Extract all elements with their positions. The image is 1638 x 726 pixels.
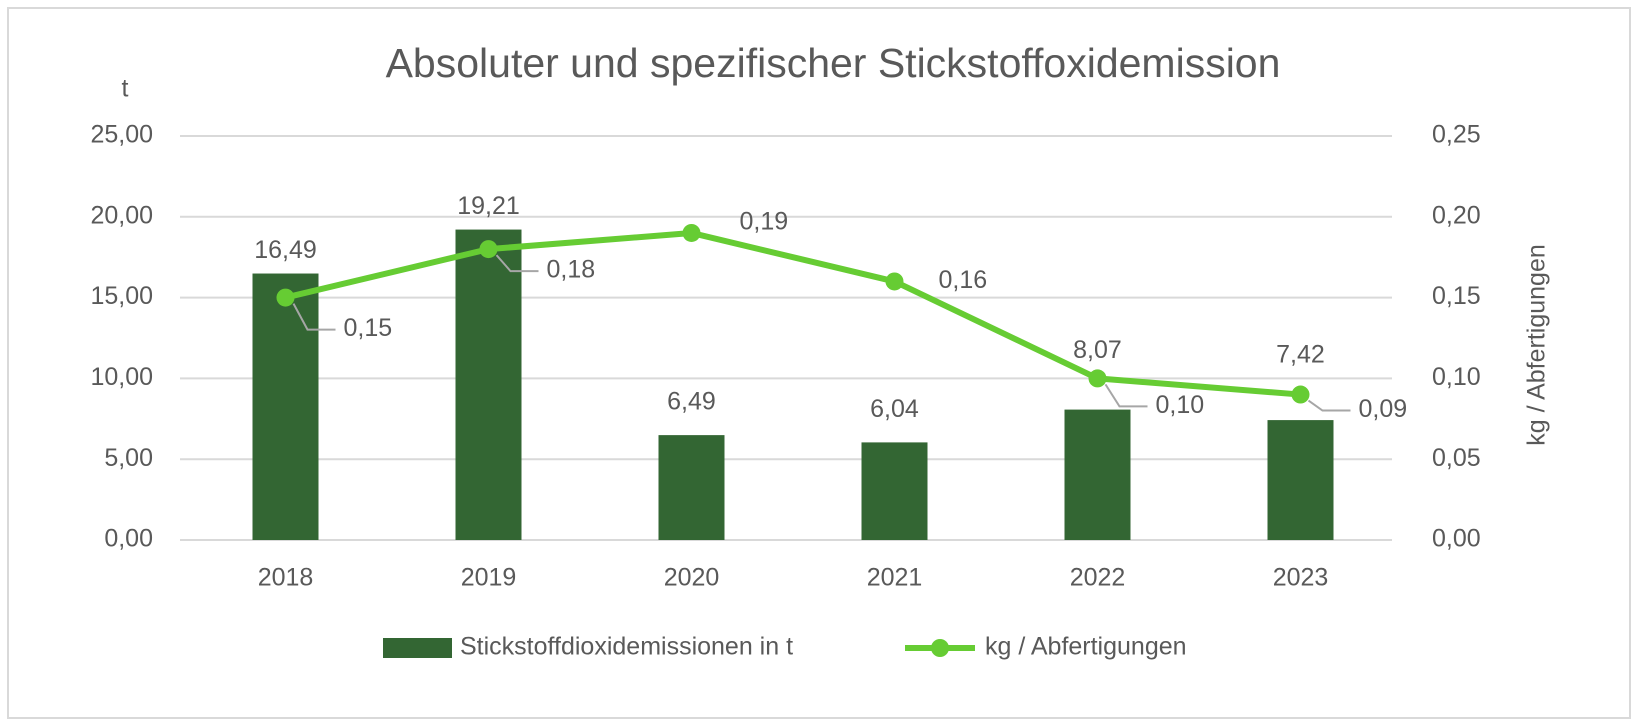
y2-tick-label: 0,05 [1432, 444, 1481, 472]
bar-value-label: 6,04 [870, 395, 919, 423]
x-tick-label: 2020 [664, 564, 720, 592]
bar-value-label: 8,07 [1073, 336, 1122, 364]
y2-tick-label: 0,20 [1432, 201, 1481, 229]
x-tick-label: 2022 [1070, 564, 1126, 592]
y-tick-label: 0,00 [104, 525, 153, 553]
x-tick-label: 2018 [258, 564, 314, 592]
bar-value-label: 6,49 [667, 388, 716, 416]
chart-border [7, 7, 1631, 719]
y2-tick-label: 0,00 [1432, 525, 1481, 553]
line-value-label: 0,19 [740, 208, 789, 236]
y-tick-label: 15,00 [90, 282, 153, 310]
y2-tick-label: 0,25 [1432, 121, 1481, 149]
bar [658, 435, 725, 540]
bar-value-label: 7,42 [1276, 341, 1325, 369]
line-marker [276, 288, 295, 307]
y-tick-label: 10,00 [90, 363, 153, 391]
y2-axis-title: kg / Abfertigungen [1523, 244, 1551, 446]
x-tick-label: 2021 [867, 564, 923, 592]
y2-tick-label: 0,15 [1432, 282, 1481, 310]
line-marker [1088, 369, 1107, 388]
line-value-label: 0,10 [1156, 391, 1205, 419]
leader-line [1307, 399, 1351, 412]
bar [861, 442, 928, 540]
line-marker [479, 240, 498, 259]
bar [1064, 409, 1131, 540]
y-tick-label: 25,00 [90, 121, 153, 149]
y-tick-label: 5,00 [104, 444, 153, 472]
line-value-label: 0,15 [344, 314, 393, 342]
leader-line [292, 303, 336, 331]
bar [252, 273, 319, 540]
legend-swatch [383, 638, 452, 658]
line-value-label: 0,18 [547, 256, 596, 284]
legend-label: kg / Abfertigungen [985, 633, 1187, 661]
bar-value-label: 16,49 [254, 236, 317, 264]
x-tick-label: 2019 [461, 564, 517, 592]
line [284, 229, 1301, 398]
y2-tick-label: 0,10 [1432, 363, 1481, 391]
line-marker [682, 223, 701, 242]
leader-line [495, 254, 539, 273]
y-axis-title: t [122, 75, 129, 103]
chart-title: Absoluter und spezifischer Stickstoffoxi… [386, 40, 1281, 86]
leader-line [1104, 383, 1148, 408]
y-tick-label: 20,00 [90, 201, 153, 229]
bar-value-label: 19,21 [457, 192, 520, 220]
legend-marker [931, 639, 949, 657]
line-value-label: 0,16 [939, 266, 988, 294]
line-value-label: 0,09 [1359, 395, 1408, 423]
legend-label: Stickstoffdioxidemissionen in t [460, 633, 793, 661]
line-marker [885, 272, 904, 291]
bar [1267, 420, 1334, 540]
line-marker [1291, 385, 1310, 404]
x-tick-label: 2023 [1273, 564, 1329, 592]
bar [455, 229, 522, 540]
